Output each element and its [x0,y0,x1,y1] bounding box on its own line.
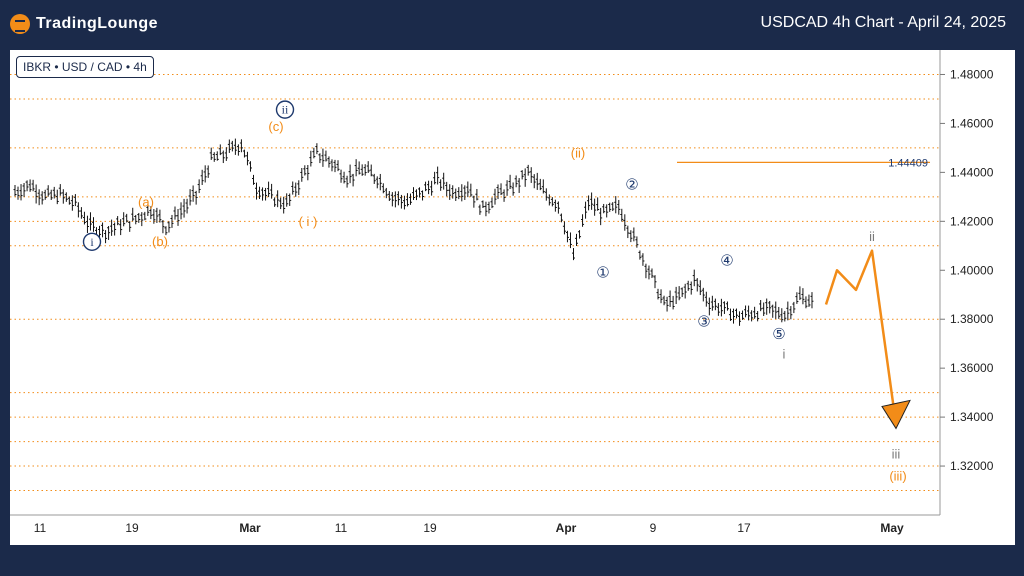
x-tick-label: 11 [335,521,348,535]
wave-label: i [783,346,786,361]
wave-label: ii [869,229,875,244]
x-tick-label: Apr [556,521,577,535]
wave-label: i [90,235,94,249]
header-bar: TradingLounge USDCAD 4h Chart - April 24… [0,0,1024,48]
y-tick-label: 1.42000 [950,214,994,228]
wave-label: (a) [138,195,154,210]
y-tick-label: 1.34000 [950,410,994,424]
chart-area[interactable]: 1.48000 1.46000 1.44000 1.42000 1.40000 1.380… [10,50,1015,545]
projection-path [824,249,898,425]
wave-label: ⑤ [772,325,785,343]
y-tick-label: 1.38000 [950,312,994,326]
chart-title: USDCAD 4h Chart - April 24, 2025 [760,14,1006,31]
wave-label-ring [82,232,102,251]
y-tick-label: 1.44000 [950,165,994,179]
y-tick-label: 1.48000 [950,67,994,81]
resistance-line-label: 1.44409 [888,157,928,169]
wave-label: (b) [152,234,168,249]
x-tick-label: 9 [650,521,657,535]
brand-logo: TradingLounge [10,14,158,34]
wave-label: iii [892,447,901,462]
x-tick-label: 17 [737,521,751,535]
x-tick-label: 19 [423,521,437,535]
projection-arrow-head [881,399,911,430]
wave-label: ① [596,264,609,282]
wave-label: (c) [268,119,283,134]
x-tick-label: 19 [125,521,139,535]
price-chart[interactable]: 1.48000 1.46000 1.44000 1.42000 1.40000 1.380… [10,50,1015,545]
y-tick-label: 1.46000 [950,116,994,130]
y-tick-label: 1.36000 [950,361,994,375]
x-tick-label: Mar [239,521,261,535]
wave-label: (iii) [889,469,906,484]
wave-label: ③ [697,313,710,331]
wave-label: ii [282,103,289,117]
logo-text: TradingLounge [36,15,159,32]
logo-icon [10,14,30,34]
wave-label: ② [625,176,638,194]
x-tick-label: May [880,521,904,535]
wave-label: ( i ) [299,214,318,229]
plot-background [10,50,940,515]
y-tick-label: 1.40000 [950,263,994,277]
x-tick-label: 11 [34,521,47,535]
wave-label: ④ [720,251,733,269]
symbol-label: IBKR • USD / CAD • 4h [16,56,154,78]
y-tick-label: 1.32000 [950,459,994,473]
wave-label-ring [275,100,295,119]
wave-label: (ii) [571,146,585,161]
